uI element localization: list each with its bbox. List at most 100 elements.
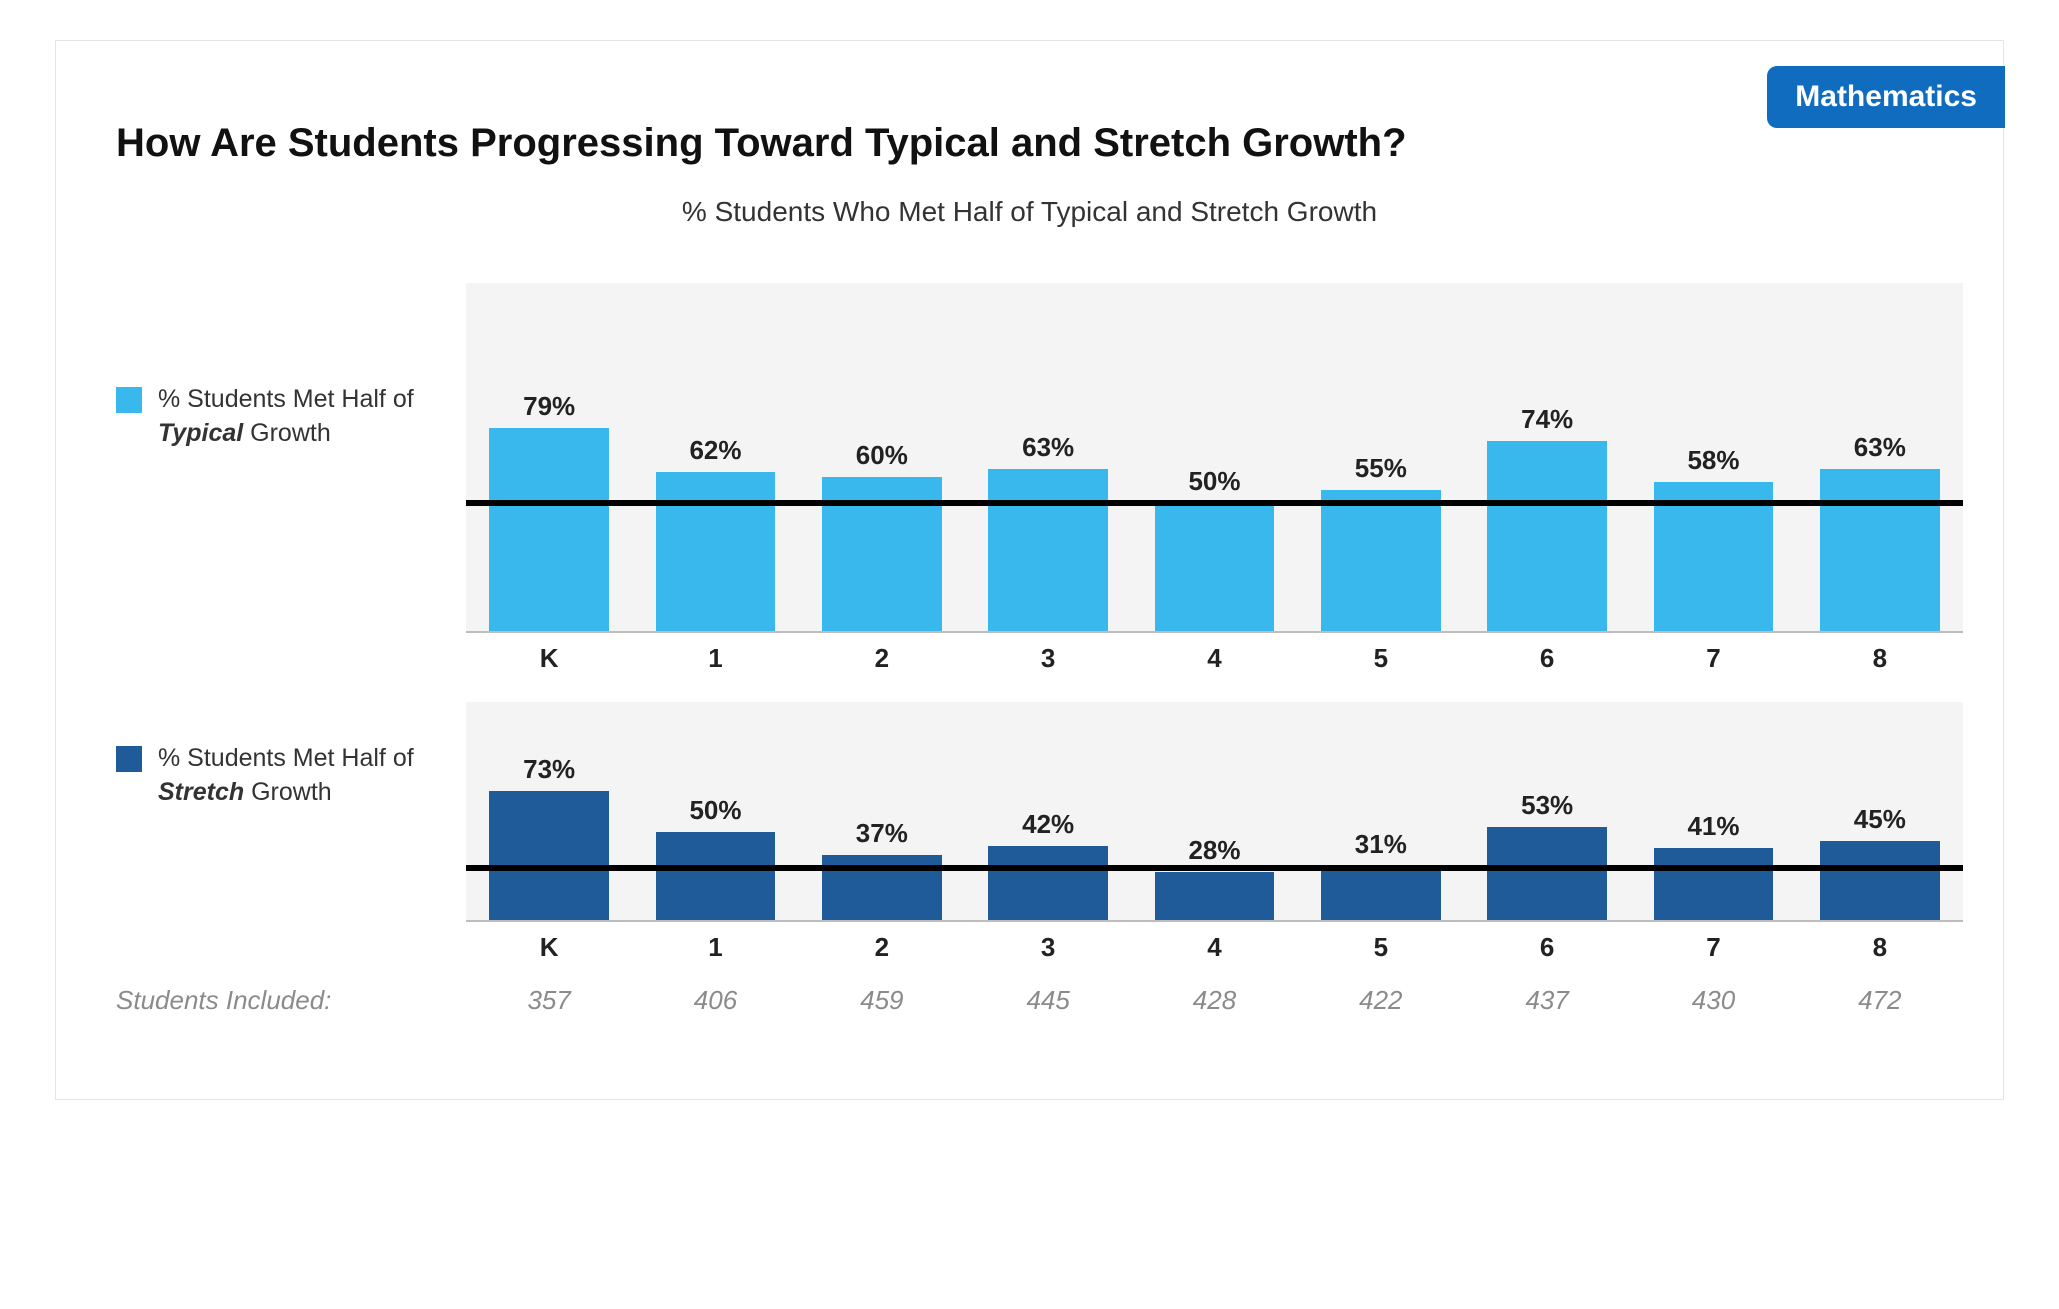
bar-slot: 63% <box>1797 283 1963 633</box>
bar-slot: 60% <box>799 283 965 633</box>
category-label: 6 <box>1464 643 1630 674</box>
stretch-chart-area: 73% 50% 37% 42% 28% 31% 53% 41% 45% <box>466 702 1963 922</box>
stretch-bars-row: 73% 50% 37% 42% 28% 31% 53% 41% 45% <box>466 702 1963 922</box>
typical-baseline <box>466 631 1963 633</box>
typical-legend-prefix: % Students Met Half of <box>158 385 414 413</box>
bar-value-label: 50% <box>689 795 741 826</box>
students-included-values: 357406459445428422437430472 <box>466 985 1963 1016</box>
bar-value-label: 31% <box>1355 829 1407 860</box>
bar-slot: 63% <box>965 283 1131 633</box>
page-root: Mathematics How Are Students Progressing… <box>0 0 2059 1309</box>
category-label: 4 <box>1131 643 1297 674</box>
bar-slot: 50% <box>1131 283 1297 633</box>
bar-value-label: 42% <box>1022 809 1074 840</box>
stretch-legend: % Students Met Half of Stretch Growth <box>116 702 466 922</box>
typical-legend-text: % Students Met Half of Typical Growth <box>158 383 446 451</box>
bar-slot: 45% <box>1797 702 1963 922</box>
stretch-legend-suffix: Growth <box>244 778 332 806</box>
typical-legend-swatch <box>116 387 142 413</box>
category-label: 5 <box>1298 643 1464 674</box>
bar-value-label: 79% <box>523 391 575 422</box>
bar-slot: 31% <box>1298 702 1464 922</box>
category-label: 5 <box>1298 932 1464 963</box>
stretch-legend-emph: Stretch <box>158 778 244 806</box>
students-included-value: 459 <box>799 985 965 1016</box>
students-included-value: 357 <box>466 985 632 1016</box>
bar-value-label: 41% <box>1687 811 1739 842</box>
stretch-chart-section: % Students Met Half of Stretch Growth 73… <box>56 702 2003 963</box>
students-included-value: 437 <box>1464 985 1630 1016</box>
typical-legend-emph: Typical <box>158 419 243 447</box>
bar <box>1321 490 1441 633</box>
students-included-value: 406 <box>632 985 798 1016</box>
bar-slot: 55% <box>1298 283 1464 633</box>
stretch-category-row: K12345678 <box>466 932 1963 963</box>
category-label: 1 <box>632 932 798 963</box>
bar-slot: 58% <box>1630 283 1796 633</box>
category-label: 2 <box>799 932 965 963</box>
stretch-legend-swatch <box>116 746 142 772</box>
report-card: Mathematics How Are Students Progressing… <box>55 40 2004 1100</box>
category-label: 7 <box>1630 932 1796 963</box>
students-included-value: 428 <box>1131 985 1297 1016</box>
bar-slot: 41% <box>1630 702 1796 922</box>
stretch-legend-text: % Students Met Half of Stretch Growth <box>158 742 446 810</box>
category-label: 8 <box>1797 932 1963 963</box>
typical-legend: % Students Met Half of Typical Growth <box>116 283 466 633</box>
bar-value-label: 37% <box>856 818 908 849</box>
typical-chart-section: % Students Met Half of Typical Growth 79… <box>56 283 2003 674</box>
bar <box>988 469 1108 633</box>
bar-value-label: 62% <box>689 435 741 466</box>
bar-value-label: 73% <box>523 754 575 785</box>
bar <box>1155 503 1275 633</box>
bar <box>1321 866 1441 922</box>
bar <box>1820 469 1940 633</box>
bar-value-label: 58% <box>1687 445 1739 476</box>
category-label: K <box>466 932 632 963</box>
bar <box>489 428 609 633</box>
students-included-label: Students Included: <box>116 985 466 1016</box>
bar-value-label: 28% <box>1188 835 1240 866</box>
typical-chart-area: 79% 62% 60% 63% 50% 55% 74% 58% 63% <box>466 283 1963 633</box>
category-label: K <box>466 643 632 674</box>
bar-value-label: 63% <box>1854 432 1906 463</box>
bar-value-label: 50% <box>1188 466 1240 497</box>
subject-badge: Mathematics <box>1767 66 2005 128</box>
chart-subtitle: % Students Who Met Half of Typical and S… <box>56 196 2003 228</box>
students-included-value: 472 <box>1797 985 1963 1016</box>
bar-slot: 79% <box>466 283 632 633</box>
category-label: 1 <box>632 643 798 674</box>
category-label: 4 <box>1131 932 1297 963</box>
category-label: 7 <box>1630 643 1796 674</box>
bar-value-label: 53% <box>1521 790 1573 821</box>
bar-value-label: 55% <box>1355 453 1407 484</box>
bar-slot: 53% <box>1464 702 1630 922</box>
category-label: 6 <box>1464 932 1630 963</box>
typical-bars-row: 79% 62% 60% 63% 50% 55% 74% 58% 63% <box>466 283 1963 633</box>
typical-legend-suffix: Growth <box>243 419 331 447</box>
bar-slot: 28% <box>1131 702 1297 922</box>
students-included-row: Students Included: 357406459445428422437… <box>56 985 2003 1016</box>
bar <box>1487 441 1607 633</box>
bar-slot: 42% <box>965 702 1131 922</box>
category-label: 8 <box>1797 643 1963 674</box>
category-label: 3 <box>965 932 1131 963</box>
bar <box>656 832 776 922</box>
bar-slot: 37% <box>799 702 965 922</box>
bar-value-label: 74% <box>1521 404 1573 435</box>
category-label: 3 <box>965 643 1131 674</box>
bar-value-label: 60% <box>856 440 908 471</box>
students-included-value: 430 <box>1630 985 1796 1016</box>
stretch-reference-line <box>466 865 1963 871</box>
students-included-value: 445 <box>965 985 1131 1016</box>
bar <box>656 472 776 633</box>
bar-slot: 50% <box>632 702 798 922</box>
bar <box>1155 872 1275 922</box>
bar-slot: 73% <box>466 702 632 922</box>
stretch-baseline <box>466 920 1963 922</box>
stretch-legend-prefix: % Students Met Half of <box>158 744 414 772</box>
bar <box>489 791 609 922</box>
bar <box>1654 848 1774 922</box>
bar-slot: 74% <box>1464 283 1630 633</box>
students-included-value: 422 <box>1298 985 1464 1016</box>
